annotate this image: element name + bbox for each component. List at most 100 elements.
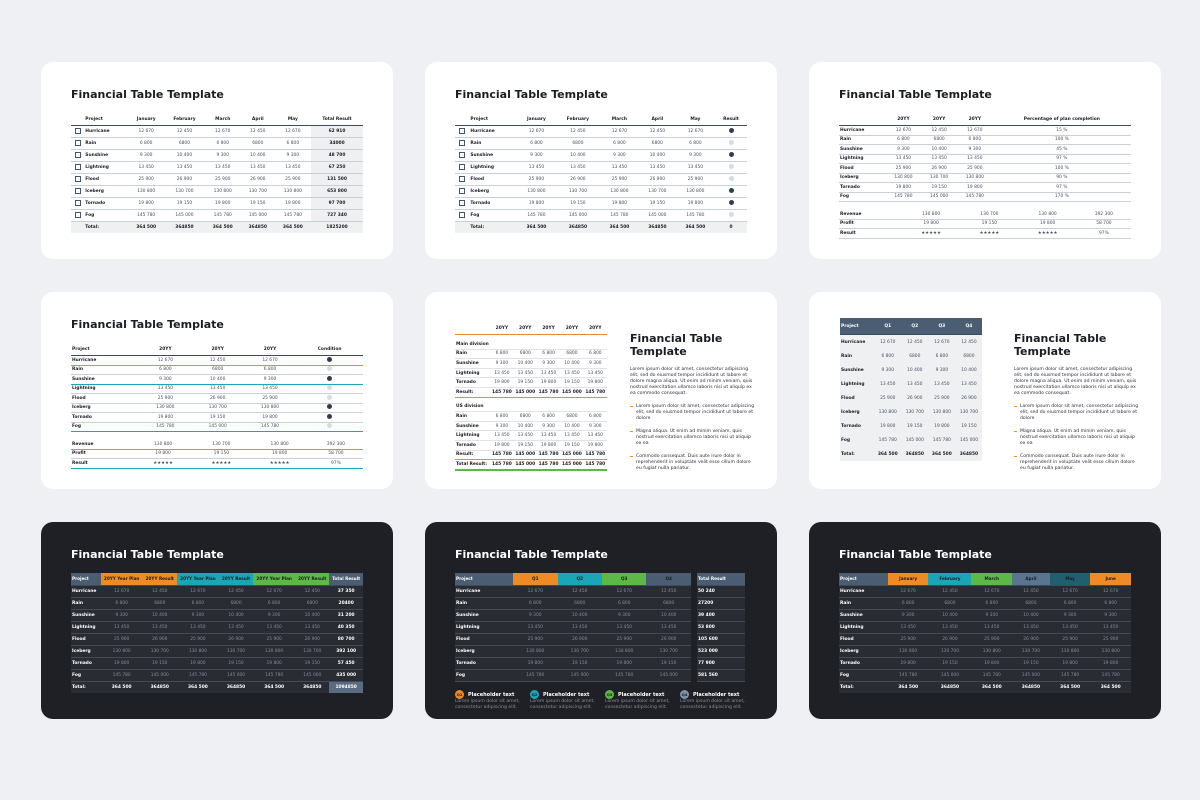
table-cell: 13 450 (602, 621, 647, 634)
header-cell: Result (723, 116, 739, 122)
table-row: 39 400 (697, 609, 745, 622)
table-cell: 6800 (295, 597, 330, 610)
table-cell: 12 670 (599, 125, 640, 138)
table-cell: 26 900 (961, 395, 977, 401)
header-row: Total Result (697, 573, 745, 586)
data-table: Project 20YY 20YY 20YY Condition Hurricane 12 … (71, 343, 363, 432)
table-cell: 13 450 (490, 368, 514, 379)
table-cell: 12 670 (602, 585, 647, 598)
table-row: Rain 6 800 6800 6 800 6800 (455, 597, 691, 610)
table-cell: Hurricane (71, 585, 101, 598)
table-cell: 12 450 (218, 585, 254, 598)
table-cell: Revenue (839, 210, 902, 220)
table-row: Profit 19 800 19 150 19 800 58 700 (839, 219, 1131, 229)
table-cell: 26 900 (164, 173, 205, 186)
slide-title: Financial Table Template (839, 88, 992, 101)
bullet: Lorem ipsum dolor sit amet, consectetur … (1014, 404, 1139, 422)
table-cell: 145 780 (1049, 669, 1091, 682)
header-row: Project Q1 Q2 Q3 Q4 (840, 318, 982, 335)
table-row: Result: 145 780 145 000 145 780 145 000 145 7… (455, 450, 607, 461)
table-cell: 145 000 (218, 669, 254, 682)
table-cell: 100 % (992, 135, 1131, 145)
bullet: Magna aliqua. Ut enim ad minim veniam, q… (630, 429, 755, 447)
table-row: Total: 364 500 364850 364 500 364850 (840, 447, 982, 461)
table-cell: 130 700 (192, 440, 251, 450)
table-cell: 145 780 (932, 437, 951, 443)
table-cell: 19 800 (1018, 219, 1077, 229)
table-cell: 12 670 (128, 125, 165, 138)
status-icon (728, 152, 734, 157)
note-badge: Q4 (680, 690, 689, 699)
table-cell: 6 800 (599, 137, 640, 150)
table-cell: 19 150 (1012, 657, 1050, 670)
table-cell: 145 780 (971, 669, 1013, 682)
table-cell: 19 800 (133, 449, 193, 459)
status-cell (296, 393, 363, 404)
status-cell (715, 197, 747, 210)
table-cell: 12 450 (928, 585, 972, 598)
table-row: Sunshine 9 300 10 400 9 300 10 400 (840, 363, 982, 377)
table-cell: 10 400 (240, 149, 275, 162)
data-table: Revenue 130 800 130 700 130 800 392 300 Profi… (839, 210, 1131, 239)
table-row: Profit 19 800 19 150 19 800 58 700 (71, 449, 363, 459)
table-row: Result: 145 780 145 000 145 780 145 000 145 7… (455, 387, 607, 398)
checkbox-icon (459, 139, 466, 146)
table-cell: 9 300 (1090, 609, 1131, 622)
note-title: Placeholder text (468, 691, 515, 698)
table-cell: 6 800 (1090, 597, 1131, 610)
table-cell: 12 450 (961, 339, 977, 345)
table-cell: 13 450 (675, 161, 716, 174)
table-cell: 145 000 (513, 459, 537, 471)
table-cell: Profit (71, 449, 134, 459)
table-row: Flood 25 900 26 900 25 900 (71, 393, 363, 404)
slide-title: Financial Table Template (455, 548, 608, 561)
table-cell: Tornado (455, 377, 491, 388)
note-head: Q3 Placeholder text (605, 690, 672, 699)
table-cell: 10 400 (560, 421, 584, 432)
table-cell: 145 780 (878, 437, 897, 443)
table-cell: 364850 (556, 221, 600, 233)
table-cell: 130 700 (557, 645, 602, 658)
status-cell (715, 173, 747, 186)
table-cell: 12 670 (513, 585, 558, 598)
table-row: Rain 6 800 6800 6 800 6800 6 800 6800 20400 (71, 597, 363, 610)
header-cell: Total Result (697, 573, 745, 586)
table-row: Fog 145 780 145 000 145 780 145 000 (455, 669, 691, 682)
note-text: Lorem ipsum dolor sit amet, consectetur … (455, 699, 520, 710)
table-cell: 12 450 (1012, 585, 1050, 598)
table-row: Lightning 13 450 13 450 13 450 (71, 384, 363, 394)
table-row: Hurricane 12 670 12 450 12 670 15 % (839, 125, 1131, 136)
table-cell: 130 800 (513, 645, 558, 658)
table-cell: Rain (839, 135, 886, 145)
table-cell: 9 300 (253, 609, 296, 622)
table-cell: 145 780 (513, 669, 558, 682)
row-icon-cell (71, 161, 85, 174)
table-cell: 25 900 (274, 173, 311, 186)
header-cell: 20YY (897, 116, 910, 122)
table-cell: 13 450 (100, 621, 143, 634)
table-cell: 130 700 (639, 185, 676, 198)
table-cell: Rain (469, 137, 517, 150)
table-body: Hurricane 12 670 12 450 12 670 15 % Rain 6 800… (839, 125, 1131, 202)
table-cell: 6 800 (243, 365, 297, 375)
table-cell: 10 400 (191, 374, 244, 385)
header-cell: 20YY (495, 325, 509, 331)
table-cell: 20400 (329, 597, 363, 610)
status-cell (715, 137, 747, 150)
slide-title: Financial Table Template (71, 548, 224, 561)
table-cell: 12 670 (934, 339, 950, 345)
table-cell: 12 450 (646, 585, 691, 598)
table-cell: Iceberg (84, 185, 128, 198)
table-cell: Rain (84, 137, 128, 150)
table-row: Lightning 13 450 13 450 13 450 13 450 13 450 (455, 430, 607, 441)
table-cell: 19 150 (556, 197, 600, 210)
header-cell: Total Result (322, 116, 352, 122)
table-cell: Fog (71, 422, 140, 432)
table-cell: 6800 (557, 597, 602, 610)
table-cell: 6 800 (274, 137, 311, 150)
table-cell: 364850 (639, 221, 676, 233)
table-row: Lightning 13 450 13 450 13 450 13 450 13 450 1… (71, 621, 363, 634)
header-cell: Q2 (901, 318, 928, 335)
header-cell (455, 322, 490, 335)
table-cell: Lightning (71, 621, 101, 634)
